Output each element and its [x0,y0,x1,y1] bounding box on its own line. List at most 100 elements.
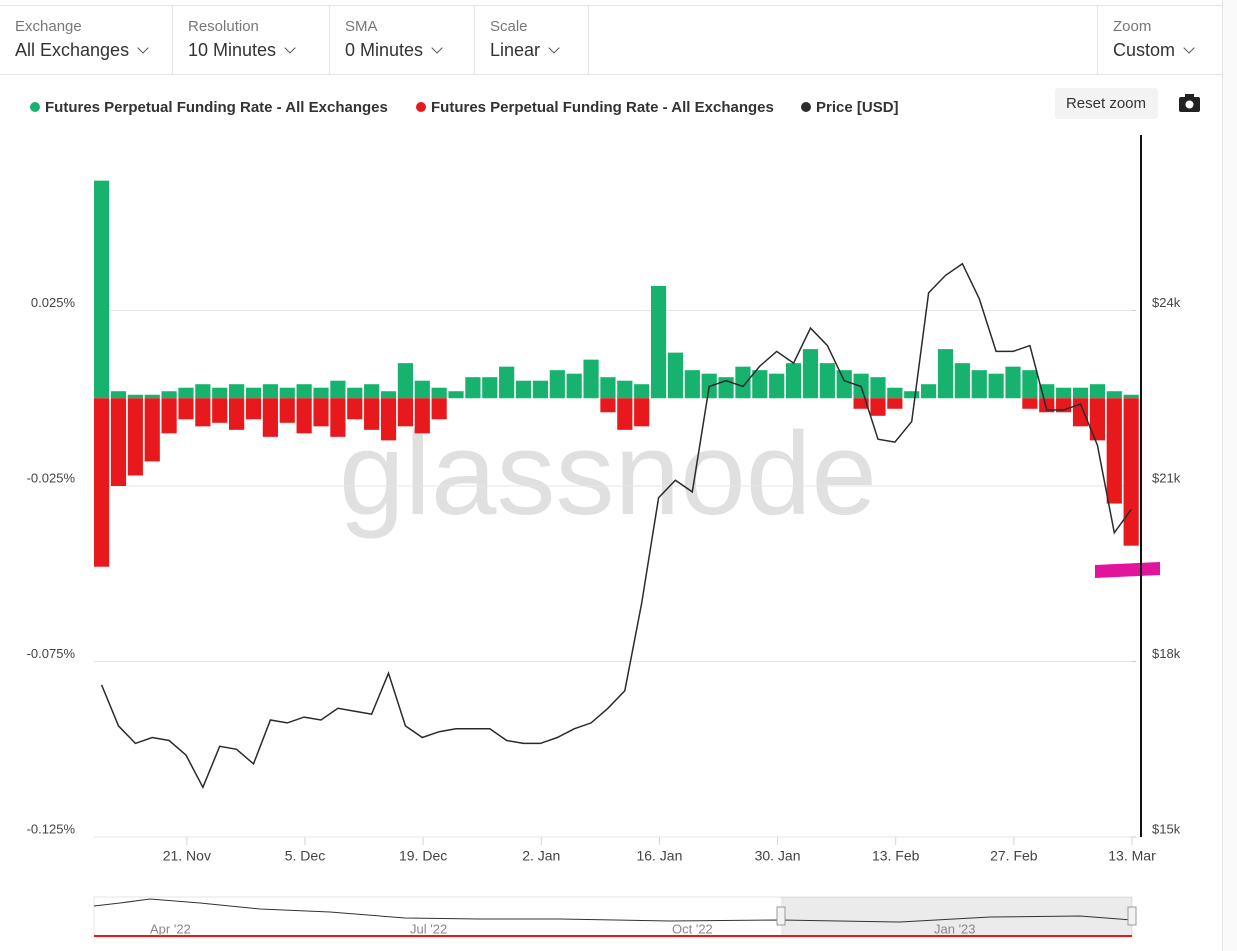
control-value: 10 Minutes [188,40,314,61]
bar [617,380,633,399]
control[interactable]: Exchange All Exchanges [0,6,173,74]
bar [499,366,515,399]
bar [397,398,413,427]
legend-marker [30,102,40,112]
bar [684,370,700,399]
bar [127,398,143,476]
control[interactable]: Zoom Custom [1097,6,1222,74]
control-label: Zoom [1113,18,1152,35]
bar [313,398,329,427]
bar [1106,391,1122,399]
bar [161,398,177,434]
bar [937,349,954,399]
bar [262,384,278,399]
bar [515,380,532,399]
y2-tick-label: $24k [1152,295,1181,310]
bar [1039,398,1055,413]
bar [212,387,228,399]
reset-zoom-label: Reset zoom [1066,95,1146,112]
x-tick-label: 2. Jan [522,848,560,864]
y-tick-label: -0.075% [27,646,76,661]
camera-icon[interactable] [1179,94,1200,112]
y2-tick-label: $15k [1152,821,1181,836]
legend-label: Futures Perpetual Funding Rate - All Exc… [431,99,774,116]
bar [566,373,582,399]
bar [1072,398,1089,427]
bar [904,391,920,399]
bar [414,398,430,434]
bar [178,398,194,420]
bar [212,398,228,423]
control-value: Custom [1113,40,1207,61]
legend: Futures Perpetual Funding Rate - All Exc… [30,99,899,116]
bar [279,387,295,399]
bar [802,349,819,399]
x-tick-label: 30. Jan [755,848,801,864]
bar [870,377,886,399]
bar [414,380,430,399]
bar [127,394,143,399]
navigator-label: Apr '22 [150,921,191,936]
bar [819,363,835,399]
bar [1089,384,1105,399]
control-value: Linear [490,40,573,61]
bar [347,398,363,420]
legend-marker [801,102,811,112]
bar [229,398,245,430]
x-tick-label: 13. Feb [872,848,920,864]
bar [988,373,1004,399]
bar [330,398,346,437]
bar [110,391,127,399]
bar [1089,398,1105,441]
legend-label: Price [USD] [816,99,899,116]
bar [229,384,245,399]
bar [364,398,380,430]
navigator-label: Oct '22 [672,921,713,936]
bar [448,391,464,399]
bar [617,398,633,430]
scrollbar [1222,0,1237,951]
highlight [1095,562,1160,578]
reset-zoom-button[interactable] [1055,88,1158,119]
bar [347,387,363,399]
plot: 0.025% -0.025% -0.075% -0.125% $24k $21k $18k $… [27,180,1181,864]
bar [178,387,194,399]
bar [667,352,684,399]
bar [397,363,413,399]
bar [786,363,802,399]
control[interactable]: Scale Linear [475,6,589,74]
bar [853,398,869,409]
bar [245,387,262,399]
bar [532,380,549,399]
price-line [100,262,1132,790]
control[interactable]: Resolution 10 Minutes [173,6,330,74]
bar [144,394,160,399]
bar [1022,370,1038,399]
control[interactable]: SMA 0 Minutes [330,6,475,74]
bar [296,398,312,434]
bar [634,398,650,427]
bar [195,398,211,427]
navigator: Apr '22 Jul '22 Oct '22 Jan '23 [93,896,1137,938]
bar [836,370,852,399]
bar [921,384,937,399]
legend-marker [416,102,426,112]
bar [1056,387,1072,399]
bar [110,398,127,486]
control-label: Exchange [15,18,82,35]
toolbar: Exchange All Exchanges Resolution 10 Minut… [0,5,1222,75]
control-value: 0 Minutes [345,40,459,61]
bar [887,387,903,399]
bar [1123,398,1139,546]
x-tick-label: 5. Dec [285,848,325,864]
control-label: Resolution [188,18,259,35]
bar [971,370,987,399]
y-tick-label: -0.025% [27,470,76,485]
y-tick-label: -0.125% [27,821,76,836]
bar [380,398,397,441]
bar [1022,398,1038,409]
bar [600,377,616,399]
bar [245,398,262,420]
